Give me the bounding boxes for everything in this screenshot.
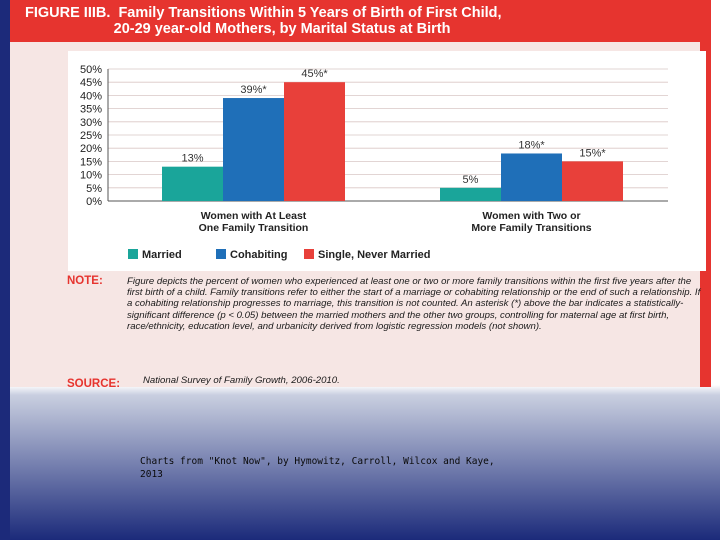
y-tick-label: 25% [80,130,102,142]
legend-label: Married [142,249,182,261]
slide-caption: Charts from "Knot Now", by Hymowitz, Car… [140,456,495,480]
bar-chart: 0%5%10%15%20%25%30%35%40%45%50%13%39%*45… [80,64,668,261]
legend-swatch [128,249,138,259]
data-label: 45%* [301,68,328,80]
bar-single [562,161,623,201]
y-tick-label: 40% [80,90,102,102]
legend-label: Single, Never Married [318,249,431,261]
category-label: One Family Transition [199,222,309,234]
data-label: 39%* [240,84,267,96]
y-tick-label: 20% [80,143,102,155]
y-tick-label: 30% [80,117,102,129]
category-label: Women with Two or [482,210,580,222]
bar-cohabiting [223,98,284,201]
data-label: 15%* [579,147,606,159]
bar-single [284,82,345,201]
legend-swatch [216,249,226,259]
data-label: 18%* [518,139,545,151]
figure-title-line2: 20-29 year-old Mothers, by Marital Statu… [25,21,451,37]
note-label: NOTE: [67,275,103,287]
bar-married [162,166,223,201]
category-label: Women with At Least [201,210,307,222]
source-text: National Survey of Family Growth, 2006-2… [143,375,340,386]
figure-title-line1: FIGURE IIIB. Family Transitions Within 5… [25,5,502,21]
y-tick-label: 50% [80,64,102,76]
y-tick-label: 35% [80,104,102,116]
y-tick-label: 45% [80,77,102,89]
legend-swatch [304,249,314,259]
bar-cohabiting [501,153,562,201]
source-label: SOURCE: [67,378,121,387]
figure-header: FIGURE IIIB. Family Transitions Within 5… [10,0,711,42]
data-label: 5% [463,174,479,186]
slide-left-stripe [0,0,10,540]
data-label: 13% [181,153,203,165]
y-tick-label: 0% [86,196,102,208]
source-block: SOURCE: National Survey of Family Growth… [67,374,340,387]
note-text: Figure depicts the percent of women who … [127,276,701,332]
y-tick-label: 5% [86,183,102,195]
chart-panel: 0% 5% 10% 15% 20% 25% 30% 35% 40% 45% 50% 13% 39%* 45… [68,51,706,271]
figure-title: FIGURE IIIB. Family Transitions Within 5… [25,5,502,37]
y-tick-label: 10% [80,170,102,182]
bar-married [440,187,501,201]
category-label: More Family Transitions [471,222,591,234]
y-tick-label: 15% [80,156,102,168]
legend-label: Cohabiting [230,249,287,261]
figure-panel: FIGURE IIIB. Family Transitions Within 5… [10,0,711,387]
